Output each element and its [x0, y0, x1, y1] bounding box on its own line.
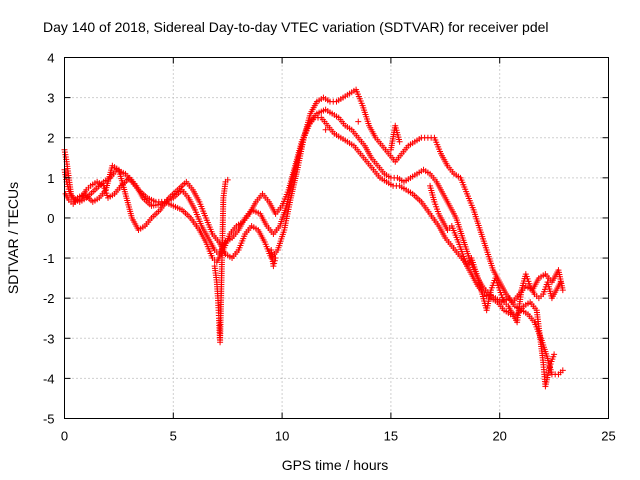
data-point	[559, 287, 566, 294]
x-tick-label: 5	[170, 429, 177, 444]
x-tick-label: 0	[61, 429, 68, 444]
y-tick-label: 1	[47, 171, 54, 186]
y-tick-label: 4	[47, 51, 54, 66]
plot-frame	[64, 57, 609, 419]
series-track-d	[211, 118, 564, 346]
y-tick-label: -1	[43, 251, 55, 266]
y-tick-label: -4	[43, 371, 55, 386]
data-point	[272, 255, 279, 262]
data-point	[396, 138, 403, 145]
data-points	[61, 86, 566, 390]
y-tick-label: 2	[47, 131, 54, 146]
data-point	[557, 279, 564, 286]
data-point	[224, 176, 231, 183]
y-axis-label: SDTVAR / TECUs	[5, 182, 21, 294]
x-tick-label: 10	[275, 429, 289, 444]
y-tick-label: 3	[47, 91, 54, 106]
series-track-a	[61, 106, 566, 378]
x-axis-label: GPS time / hours	[282, 457, 389, 473]
x-tick-label: 15	[384, 429, 398, 444]
y-tick-label: -2	[43, 291, 55, 306]
x-axis: 0 5 10 15 20 25	[61, 57, 616, 444]
data-point	[270, 263, 277, 270]
data-point	[355, 118, 362, 125]
data-point	[559, 367, 566, 374]
y-tick-label: 0	[47, 211, 54, 226]
series-track-b	[61, 114, 558, 390]
y-axis: -5 -4 -3 -2 -1 0 1 2 3 4	[43, 51, 609, 427]
data-point	[551, 351, 558, 358]
data-point	[271, 260, 278, 267]
data-point	[271, 257, 278, 264]
y-tick-label: -5	[43, 412, 55, 427]
x-tick-label: 20	[492, 429, 506, 444]
series-track-c	[62, 86, 566, 306]
data-point	[322, 126, 329, 133]
chart-title: Day 140 of 2018, Sidereal Day-to-day VTE…	[43, 19, 549, 35]
y-tick-label: -3	[43, 331, 55, 346]
grid	[64, 57, 609, 419]
x-tick-label: 25	[601, 429, 615, 444]
